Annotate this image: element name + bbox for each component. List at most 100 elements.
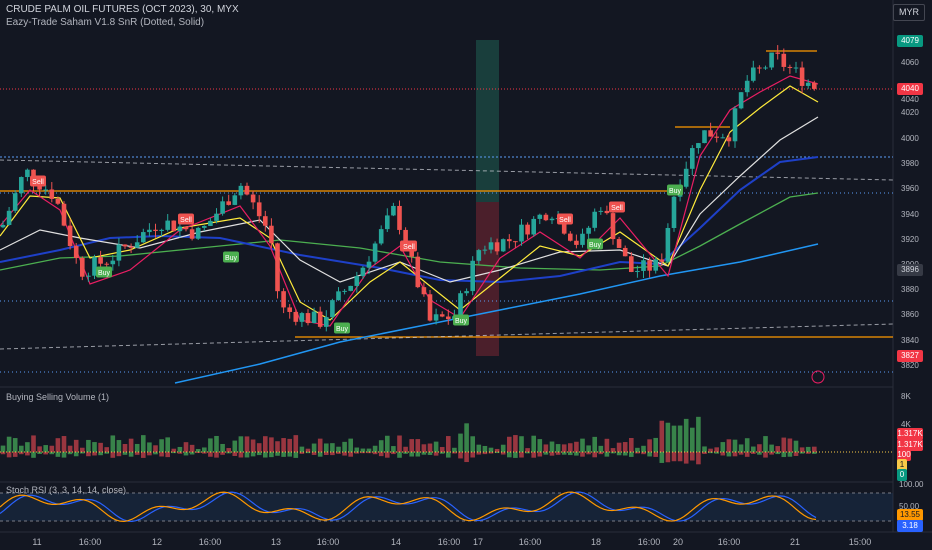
volume-bar	[683, 452, 689, 464]
volume-bar	[805, 452, 811, 454]
price-label-last: 4040	[897, 83, 923, 95]
volume-bar	[616, 452, 622, 456]
volume-bar	[574, 441, 579, 452]
volume-bar	[317, 438, 323, 452]
volume-bar	[629, 452, 634, 457]
volume-bar	[348, 452, 353, 457]
candle-body	[61, 203, 67, 226]
candle-body	[116, 244, 122, 261]
volume-bar	[238, 436, 244, 452]
volume-bar	[391, 452, 396, 455]
candle-body	[446, 316, 451, 320]
indicator-legend[interactable]: Eazy-Trade Saham V1.8 SnR (Dotted, Solid…	[6, 17, 205, 28]
volume-bar	[769, 452, 774, 455]
buy-signal	[667, 184, 683, 196]
volume-bar	[61, 452, 67, 458]
candle-body	[470, 260, 475, 292]
sell-signal-label: Sell	[611, 205, 623, 212]
volume-bar	[128, 438, 134, 452]
candle-body	[415, 256, 421, 288]
volume-bar	[702, 446, 707, 452]
volume-bar	[31, 452, 36, 458]
volume-bar	[49, 445, 55, 452]
volume-bar	[598, 452, 604, 455]
price-tick: 4000	[901, 134, 919, 143]
volume-bar	[604, 452, 610, 457]
sell-signal	[401, 240, 417, 252]
volume-bar	[787, 438, 793, 452]
volume-bar	[159, 439, 164, 452]
volume-bar	[494, 452, 500, 454]
volume-bar	[330, 452, 335, 456]
candle-body	[690, 148, 695, 169]
volume-bar	[525, 452, 530, 454]
volume-bar	[153, 445, 158, 452]
candle-body	[696, 143, 701, 149]
volume-bar	[86, 439, 91, 452]
candle-body	[629, 256, 634, 272]
volume-bar	[476, 444, 482, 452]
volume-bar	[757, 444, 762, 452]
volume-bar	[409, 439, 414, 452]
candle-body	[378, 229, 384, 244]
volume-bar	[726, 452, 732, 457]
volume-bar	[269, 452, 274, 458]
volume-bar	[775, 446, 780, 452]
volume-bar	[141, 435, 146, 452]
volume-bar	[647, 439, 652, 452]
volume-bar	[732, 439, 738, 452]
candle-body	[141, 232, 146, 243]
volume-bar	[202, 452, 207, 454]
volume-bar	[195, 452, 201, 454]
volume-bar	[25, 452, 30, 456]
time-tick: 16:00	[316, 537, 340, 547]
volume-bar	[336, 446, 341, 452]
volume-bar	[549, 452, 555, 456]
stoch-rsi-pane-title[interactable]: Stoch RSI (3, 3, 14, 14, close)	[6, 485, 127, 495]
buy-signal	[96, 266, 112, 278]
candle-body	[738, 92, 744, 109]
candle-body	[488, 242, 494, 250]
candle-body	[92, 257, 97, 276]
candle-body	[604, 210, 610, 214]
volume-bar	[433, 452, 439, 456]
volume-bar	[122, 452, 128, 455]
volume-bar	[464, 452, 469, 463]
volume-bar	[513, 435, 518, 452]
currency-button[interactable]: MYR	[893, 4, 925, 21]
candle-body	[494, 242, 500, 252]
volume-bar	[256, 452, 262, 456]
candle-body	[775, 52, 780, 54]
volume-bar	[433, 441, 439, 452]
volume-bar	[153, 452, 158, 455]
volume-tick: 8K	[901, 392, 911, 401]
volume-bar	[378, 440, 384, 452]
volume-bar	[415, 452, 421, 457]
trendline-dashed	[0, 159, 894, 181]
volume-bar	[403, 452, 408, 454]
candle-body	[25, 169, 30, 178]
candle-body	[561, 218, 567, 234]
buy-signal	[587, 238, 603, 250]
volume-bar	[0, 452, 6, 455]
volume-pane-title[interactable]: Buying Selling Volume (1)	[6, 392, 110, 402]
volume-bar	[403, 446, 408, 452]
volume-bar	[519, 436, 524, 452]
candle-body	[159, 229, 164, 231]
symbol-title[interactable]: CRUDE PALM OIL FUTURES (OCT 2023), 30, M…	[6, 4, 239, 15]
candle-body	[324, 317, 329, 327]
volume-bar	[586, 452, 591, 455]
volume-bar	[574, 452, 579, 456]
buy-signal	[223, 251, 239, 263]
volume-bar	[568, 452, 573, 456]
candle-body	[360, 267, 366, 277]
price-tick: 3860	[901, 310, 919, 319]
volume-bar	[812, 452, 817, 454]
volume-bar	[330, 443, 335, 452]
candle-body	[476, 250, 482, 261]
candle-body	[592, 211, 597, 228]
volume-bar	[708, 448, 713, 452]
price-label-high: 4079	[897, 35, 923, 47]
volume-bar	[19, 452, 24, 455]
